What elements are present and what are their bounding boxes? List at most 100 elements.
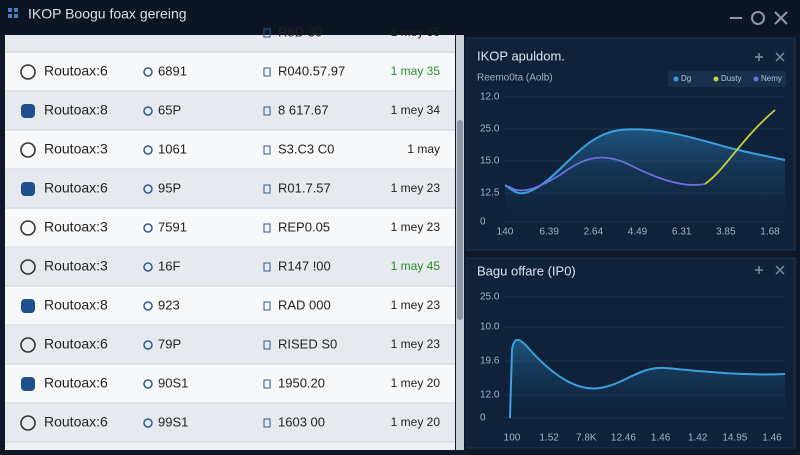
amount-icon <box>263 106 271 116</box>
list-row[interactable]: Routoax:6 90S1 1950.20 1 mey 20 <box>5 365 455 404</box>
x-tick-label: 1.42 <box>688 433 708 444</box>
line-2 <box>507 156 706 192</box>
list-row[interactable]: Routoax:3 16F R147 !00 1 may 45 <box>5 248 455 287</box>
row-amount: 1950.20 <box>278 375 325 390</box>
list-row[interactable]: Routoax:3 7591 REP0.05 1 mey 23 <box>5 209 455 248</box>
row-bg <box>5 365 455 403</box>
x-tick-label: 3.85 <box>716 227 736 238</box>
x-tick-label: 6.31 <box>672 227 692 238</box>
y-tick-label: 12.0 <box>480 390 500 401</box>
y-tick-label: 25.0 <box>480 292 500 303</box>
row-id: 923 <box>158 297 180 312</box>
status-icon <box>20 415 36 431</box>
row-date: 1 mey 34 <box>391 103 441 117</box>
legend-label: Dusty <box>721 74 741 83</box>
id-icon <box>143 340 153 350</box>
line-4 <box>509 338 786 419</box>
row-id: 99S1 <box>158 414 188 429</box>
row-name: Routoax:6 <box>44 180 108 196</box>
list-row[interactable]: Routoax:8 923 RAD 000 1 mey 23 <box>5 287 455 326</box>
row-amount: R147 !00 <box>278 258 331 273</box>
list-row[interactable]: R8D 30 1 mey 35 <box>5 24 455 54</box>
status-icon <box>20 259 36 275</box>
legend-swatch <box>673 76 679 82</box>
status-icon <box>20 337 36 353</box>
id-icon <box>143 67 153 77</box>
row-amount: REP0.05 <box>278 219 330 234</box>
id-icon <box>143 106 153 116</box>
y-tick-label: 25.0 <box>480 124 500 135</box>
id-icon <box>143 301 153 311</box>
line-1 <box>504 128 786 195</box>
row-name: Routoax:6 <box>44 414 108 430</box>
panel-title: IKOP apuldom. <box>477 48 565 63</box>
row-bg <box>5 287 455 325</box>
y-tick-label: 15.0 <box>480 156 500 167</box>
line-3 <box>704 109 776 185</box>
row-name: Routoax:6 <box>44 375 108 391</box>
amount-icon <box>263 28 271 38</box>
y-tick-label: 12.0 <box>480 92 500 103</box>
row-bg <box>5 248 455 286</box>
list-row[interactable]: Routoax:6 79P RISED S0 1 mey 23 <box>5 326 455 365</box>
status-icon <box>20 142 36 158</box>
list-row[interactable]: Routoax:6 95P R01.7.57 1 mey 23 <box>5 170 455 209</box>
x-tick-label: 12.46 <box>611 433 636 444</box>
row-bg <box>5 326 455 364</box>
scroll-thumb[interactable] <box>457 120 463 320</box>
row-bg <box>5 170 455 208</box>
list-row[interactable]: Routoax:8 65P 8 617.67 1 mey 34 <box>5 92 455 131</box>
row-date: 1 may 35 <box>391 64 441 78</box>
row-bg <box>5 35 455 54</box>
row-id: 65P <box>158 102 181 117</box>
list-row[interactable]: Routoax:6 99S1 1603 00 1 mey 20 <box>5 404 455 443</box>
title-bar <box>0 0 800 35</box>
row-id: 1061 <box>158 141 187 156</box>
id-icon <box>143 379 153 389</box>
row-amount: R01.7.57 <box>278 180 331 195</box>
x-tick-label: 4.49 <box>628 227 648 238</box>
x-tick-label: 1.46 <box>762 433 782 444</box>
list-row[interactable]: Routoax:3 1061 S3.C3 C0 1 may <box>5 131 455 170</box>
window-controls[interactable] <box>730 11 788 25</box>
row-id: 16F <box>158 258 180 273</box>
x-tick-label: 6.39 <box>539 227 559 238</box>
list-row[interactable]: Routoax:6 6891 R040.57.97 1 may 35 <box>5 53 455 92</box>
amount-icon <box>263 418 271 428</box>
id-icon <box>143 145 153 155</box>
row-amount: RISED S0 <box>278 336 337 351</box>
id-icon <box>143 184 153 194</box>
row-amount: S3.C3 C0 <box>278 141 334 156</box>
x-tick-label: 7.8K <box>576 433 597 444</box>
row-name: Routoax:3 <box>44 258 108 274</box>
panel-controls[interactable] <box>755 265 785 275</box>
row-date: 1 mey 20 <box>391 415 441 429</box>
amount-icon <box>263 379 271 389</box>
id-icon <box>143 262 153 272</box>
status-icon <box>21 299 35 313</box>
panel-controls[interactable] <box>755 52 785 62</box>
row-id: 7591 <box>158 219 187 234</box>
row-amount: 1603 00 <box>278 414 325 429</box>
y-tick-label: 0 <box>480 413 486 424</box>
status-icon <box>21 104 35 118</box>
x-tick-label: 1.68 <box>760 227 780 238</box>
area-1 <box>505 129 785 222</box>
row-name: Routoax:8 <box>44 102 108 118</box>
x-tick-label: 14.95 <box>722 433 747 444</box>
status-icon <box>20 64 36 80</box>
x-tick-label: 1.46 <box>651 433 671 444</box>
legend <box>668 71 786 87</box>
amount-icon <box>263 145 271 155</box>
row-id: 79P <box>158 336 181 351</box>
row-id: 90S1 <box>158 375 188 390</box>
row-name: Routoax:8 <box>44 297 108 313</box>
row-date: 1 mey 23 <box>391 298 441 312</box>
x-tick-label: 140 <box>497 227 514 238</box>
row-date: 1 mey 23 <box>391 337 441 351</box>
app-icon <box>8 8 18 18</box>
x-tick-label: 2.64 <box>584 227 604 238</box>
row-bg <box>5 404 455 442</box>
